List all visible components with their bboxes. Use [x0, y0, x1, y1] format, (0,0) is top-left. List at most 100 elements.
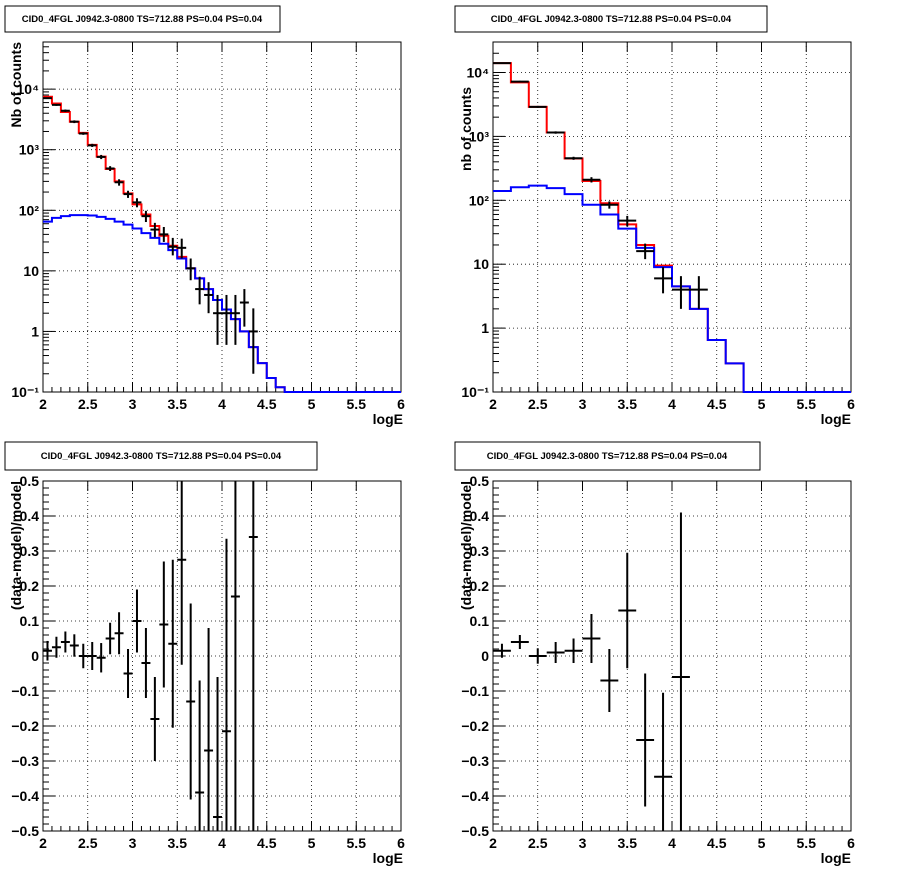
- x-tick-label: 2.5: [528, 396, 548, 412]
- data-point: [230, 481, 240, 831]
- data-point: [510, 80, 529, 83]
- data-point: [132, 198, 142, 208]
- y-tick-label: 10⁴: [467, 64, 490, 80]
- y-tick-label: 0.4: [20, 508, 40, 524]
- series-line-source-model: [493, 184, 851, 393]
- x-tick-label: 2: [39, 396, 47, 412]
- data-point: [60, 109, 70, 112]
- data-point: [582, 614, 601, 663]
- x-tick-label: 2.5: [528, 835, 548, 851]
- data-point: [618, 215, 637, 227]
- x-tick-label: 5: [758, 396, 766, 412]
- data-point: [689, 276, 708, 309]
- y-tick-label: −0.5: [11, 823, 39, 839]
- data-point: [78, 132, 88, 135]
- y-tick-label: 10²: [469, 192, 490, 208]
- data-point: [528, 105, 547, 108]
- y-tick-label: 10³: [469, 128, 490, 144]
- y-axis-label: nb of counts: [458, 87, 474, 171]
- data-point: [87, 642, 97, 670]
- y-tick-label: 0: [31, 648, 39, 664]
- y-axis-label: (data-model)/model: [8, 481, 24, 610]
- y-tick-label: −0.2: [11, 718, 39, 734]
- data-point: [177, 481, 187, 665]
- data-point: [582, 177, 601, 183]
- x-axis-label: logE: [821, 411, 851, 427]
- data-point: [195, 276, 205, 305]
- data-point: [96, 154, 106, 160]
- data-point: [87, 143, 97, 147]
- y-tick-label: 0.1: [20, 613, 40, 629]
- y-tick-label: 10⁴: [17, 81, 40, 97]
- y-tick-label: 0.5: [470, 473, 490, 489]
- title-box: [454, 5, 768, 33]
- data-point: [132, 589, 142, 653]
- plot-area: 2 2.5 3 3.5 4 4.5 5 5.5 6 10⁻¹ 1 10 10² 10³ 10⁴: [11, 41, 405, 412]
- plot-frame: [492, 480, 852, 832]
- chart-title: CID0_4FGL J0942.3-0800 TS=712.88 PS=0.04…: [491, 14, 732, 25]
- x-tick-label: 3: [579, 396, 587, 412]
- data-point: [493, 643, 511, 658]
- plot-area: 2 2.5 3 3.5 4 4.5 5 5.5 6 10⁻¹ 1 10 10² 10³ 10⁴: [461, 41, 855, 412]
- y-tick-label: −0.3: [11, 753, 39, 769]
- x-tick-label: 4.5: [707, 396, 727, 412]
- x-tick-label: 3.5: [168, 835, 188, 851]
- y-tick-label: −0.4: [461, 788, 489, 804]
- x-tick-label: 5: [758, 835, 766, 851]
- data-point: [159, 226, 169, 242]
- y-tick-label: 0.3: [470, 543, 490, 559]
- data-point: [123, 649, 133, 698]
- y-tick-label: 0.1: [470, 613, 490, 629]
- y-tick-label: −0.1: [461, 683, 489, 699]
- y-tick-label: 1: [31, 323, 39, 339]
- y-tick-label: 10⁻¹: [461, 384, 489, 400]
- data-point: [150, 677, 160, 761]
- data-point: [239, 289, 249, 327]
- x-tick-label: 4: [218, 835, 226, 851]
- panel-residuals-right: CID0_4FGL J0942.3-0800 TS=712.88 PS=0.04…: [454, 441, 855, 866]
- data-point: [60, 631, 70, 653]
- data-point: [150, 222, 160, 238]
- x-axis-label: logE: [821, 850, 851, 866]
- data-point: [654, 692, 672, 831]
- y-tick-label: 10⁻¹: [11, 384, 39, 400]
- data-point: [141, 628, 151, 698]
- data-point: [654, 267, 672, 294]
- y-tick-label: −0.2: [461, 718, 489, 734]
- x-tick-label: 3.5: [618, 835, 638, 851]
- panel-counts-right: CID0_4FGL J0942.3-0800 TS=712.88 PS=0.04…: [454, 5, 855, 427]
- data-point: [186, 258, 196, 281]
- x-tick-label: 2: [489, 835, 497, 851]
- x-tick-label: 3.5: [618, 396, 638, 412]
- data-point: [42, 97, 52, 100]
- data-point: [51, 103, 61, 106]
- y-tick-label: 10³: [19, 142, 40, 158]
- data-point: [168, 559, 178, 728]
- chart-title: CID0_4FGL J0942.3-0800 TS=712.88 PS=0.04…: [22, 14, 263, 25]
- chart-title: CID0_4FGL J0942.3-0800 TS=712.88 PS=0.04…: [487, 451, 728, 462]
- x-tick-label: 6: [847, 835, 855, 851]
- y-tick-label: 1: [481, 320, 489, 336]
- data-point: [141, 210, 151, 223]
- data-point: [213, 677, 222, 831]
- y-tick-label: 0.2: [470, 578, 490, 594]
- x-tick-label: 2.5: [78, 835, 98, 851]
- data-point: [672, 276, 690, 309]
- x-tick-label: 3.5: [168, 396, 188, 412]
- data-point: [600, 201, 619, 209]
- x-tick-label: 5.5: [797, 396, 817, 412]
- x-axis-label: logE: [373, 850, 403, 866]
- data-point: [51, 636, 61, 658]
- title-box: [4, 5, 281, 33]
- x-tick-label: 4: [668, 835, 676, 851]
- y-tick-label: 10²: [19, 202, 40, 218]
- y-tick-label: −0.4: [11, 788, 39, 804]
- data-point: [213, 294, 222, 345]
- data-point: [195, 680, 205, 831]
- x-tick-label: 5: [308, 835, 316, 851]
- x-axis-label: logE: [373, 411, 403, 427]
- y-tick-label: 0.4: [470, 508, 490, 524]
- data-point: [168, 237, 178, 256]
- data-point: [230, 294, 240, 345]
- data-point: [204, 282, 214, 314]
